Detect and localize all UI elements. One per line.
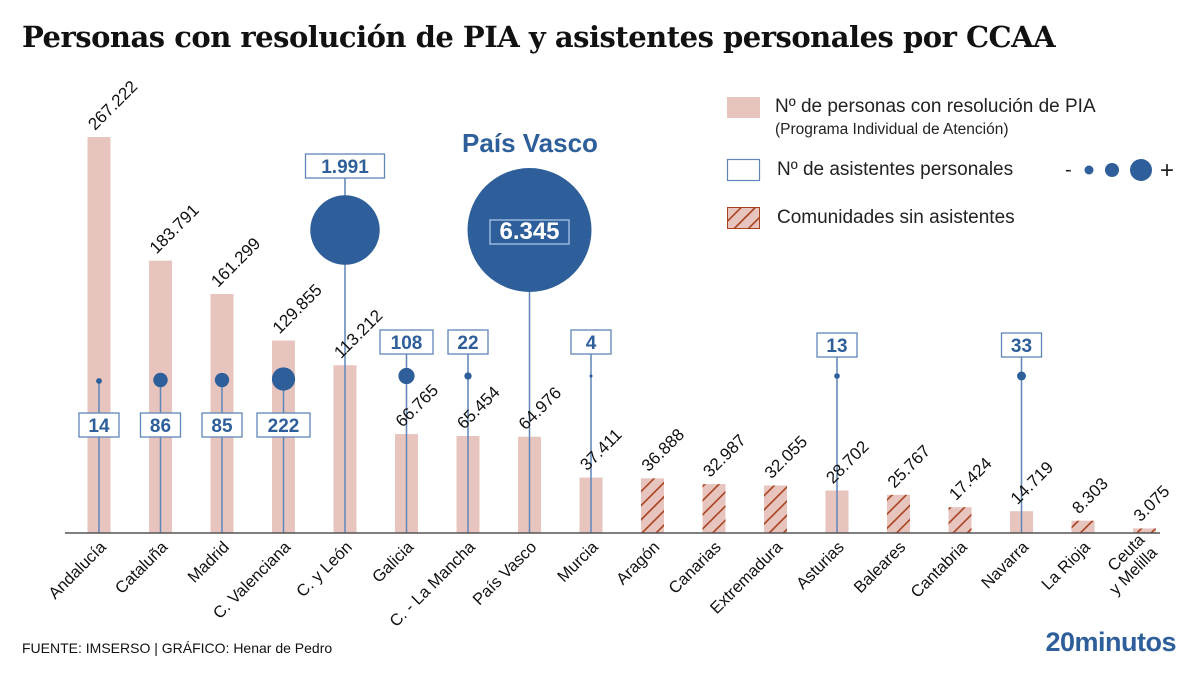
asistentes-bubble [398,367,415,385]
asistentes-value-label: 1.991 [321,157,369,178]
category-label: Canarias [665,538,724,597]
labels-layer: 267.222 14 183.791 86 161.299 85 129.855 222 113… [78,77,1174,526]
bar-pia [1133,528,1156,533]
legend-swatch-sin-asistentes [727,207,760,229]
category-label: Aragón [613,538,663,588]
bar-pia [887,494,910,533]
highlight-label: País Vasco [462,128,598,158]
category-label: C. y León [293,538,356,601]
bar-value-label: 65.454 [453,383,503,433]
category-label: Asturias [793,538,848,593]
asistentes-bubble [589,374,593,378]
bar-pia [641,478,664,533]
asistentes-value-box [489,219,570,245]
asistentes-value-box [139,412,182,438]
asistentes-bubble [96,378,102,384]
category-label: País Vasco [469,538,540,609]
legend-scale-max: + [1160,157,1174,184]
bar-value-label: 14.719 [1007,458,1057,508]
bar-value-label: 32.055 [761,432,811,482]
bar-value-label: 17.424 [945,454,995,504]
asistentes-value-label: 22 [457,333,478,354]
bar-value-label: 183.791 [146,201,203,258]
asistentes-value-label: 13 [826,336,847,357]
bar-pia [1071,520,1095,533]
legend-scale-dot-large [1130,159,1152,181]
chart-title: Personas con resolución de PIA y asisten… [22,20,1056,54]
bar-value-label: 36.888 [638,425,688,475]
bar-value-label: 28.702 [822,437,872,487]
asistentes-value-box [570,329,612,355]
legend-scale-min: - [1065,159,1072,181]
asistentes-value-box [256,412,311,438]
category-label: La Rioja [1038,538,1094,594]
legend-swatch-pia [727,97,760,118]
asistentes-value-box [1000,332,1043,358]
category-label: Cataluña [112,538,172,598]
asistentes-value-label: 4 [586,333,597,354]
asistentes-value-label: 85 [211,416,233,437]
legend-swatch-asistentes [726,158,761,182]
legend-scale-dot-medium [1105,163,1119,177]
bar-pia [764,485,787,533]
bar-value-label: 3.075 [1130,482,1174,526]
bar-value-label: 267.222 [84,77,141,134]
asistentes-value-label: 222 [268,416,300,437]
legend-pia-sublabel: (Programa Individual de Atención) [775,121,1009,138]
asistentes-bubble [214,372,230,388]
category-label: Galicia [369,538,418,587]
category-label: Madrid [184,538,232,586]
asistentes-value-box [447,329,489,355]
category-label: Murcia [554,538,602,586]
bar-value-label: 113.212 [330,306,386,362]
asistentes-value-box [379,329,434,355]
category-label: Cantabria [908,538,972,602]
category-label: Navarra [978,538,1033,593]
bar-pia [948,507,972,533]
bars-layer [87,137,1156,533]
bar-value-label: 25.767 [884,441,934,491]
bar-value-label: 37.411 [576,425,625,474]
asistentes-value-box [201,412,243,438]
bar-value-label: 32.987 [699,431,749,481]
bar-value-label: 129.855 [269,281,326,338]
asistentes-value-label: 86 [150,416,171,437]
asistentes-value-label: 6.345 [499,218,559,245]
asistentes-bubble [153,372,168,388]
brand-logo: 20minutos [1045,627,1176,657]
asistentes-bubble [834,373,840,379]
bar-value-label: 161.299 [207,234,264,291]
category-label: Baleares [851,538,910,597]
asistentes-bubble [271,367,296,391]
bar-value-label: 66.765 [392,381,442,431]
asistentes-value-label: 108 [391,333,423,354]
asistentes-value-box [816,332,858,358]
asistentes-bubble [464,372,472,380]
legend-asistentes-label: Nº de asistentes personales [777,159,1014,180]
asistentes-value-box [78,412,120,438]
asistentes-value-box [304,153,386,179]
bar-value-label: 64.976 [515,383,565,433]
footer-source: FUENTE: IMSERSO | GRÁFICO: Henar de Pedr… [22,640,333,656]
legend-pia-label: Nº de personas con resolución de PIA [775,96,1096,117]
bar-value-label: 8.303 [1068,474,1112,518]
category-label: Ceutay Melilla [1093,530,1161,598]
legend-scale-dot-small [1084,165,1094,175]
asistentes-bubble [310,195,380,265]
asistentes-value-label: 14 [88,416,110,437]
category-label: Andalucía [45,538,110,603]
bar-pia [702,484,726,533]
asistentes-value-label: 33 [1011,336,1032,357]
asistentes-bubble [1017,371,1026,381]
legend-sin-asistentes-label: Comunidades sin asistentes [777,207,1015,228]
